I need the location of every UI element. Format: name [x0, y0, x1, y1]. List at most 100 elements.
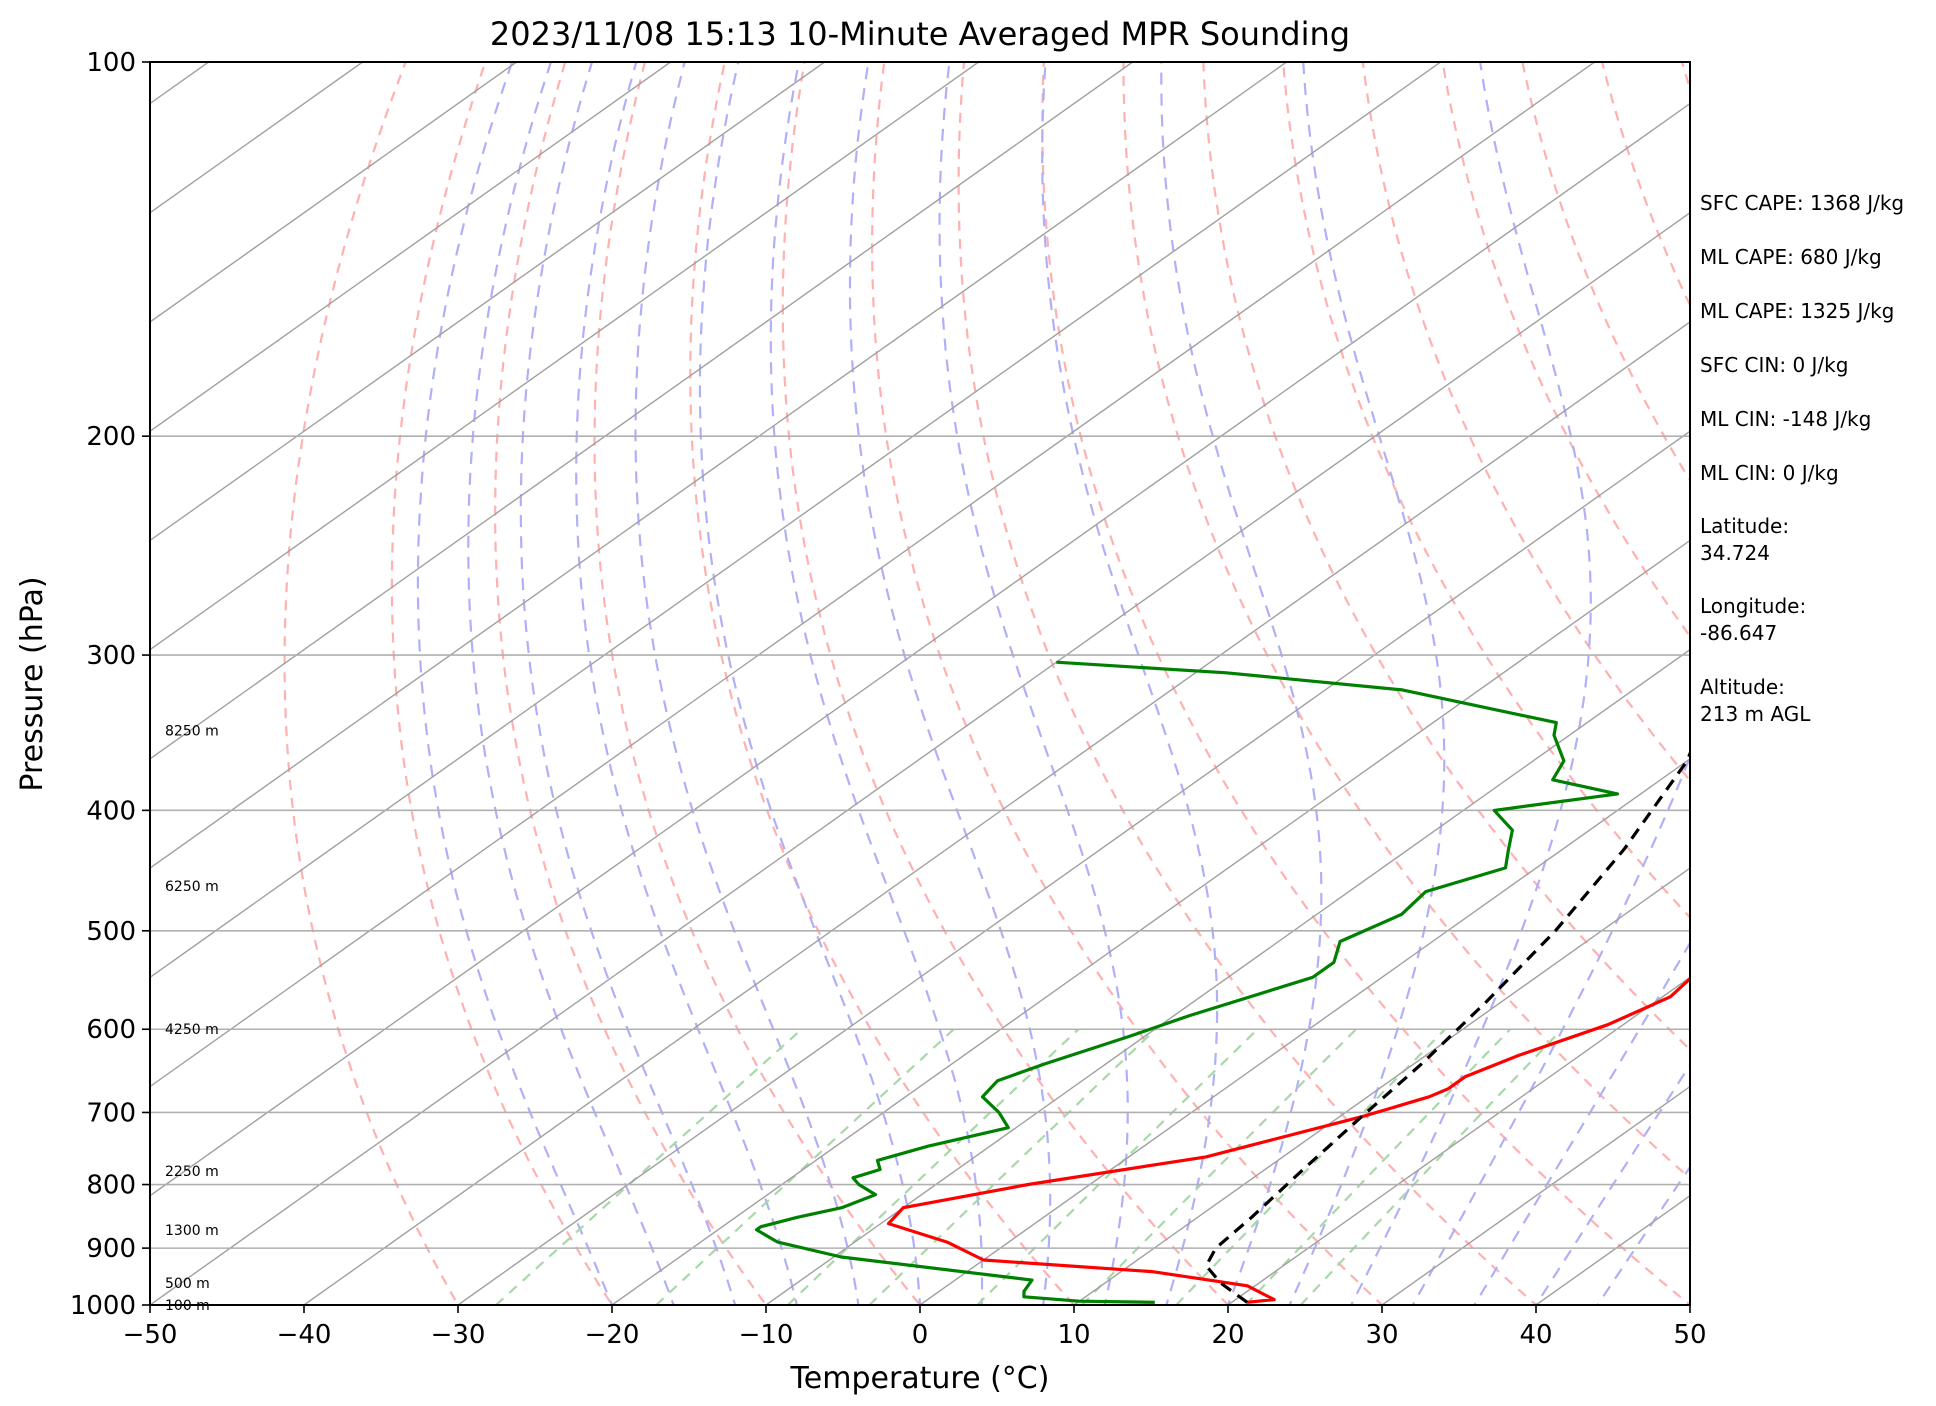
- y-axis-label: Pressure (hPa): [15, 576, 50, 791]
- x-tick-label: 40: [1519, 1320, 1552, 1350]
- isotherm: [150, 102, 1690, 1197]
- dry-adiabat: [870, 62, 1384, 1305]
- chart-title: 2023/11/08 15:13 10-Minute Averaged MPR …: [490, 15, 1350, 53]
- mixing-ratio-line: [868, 1028, 1157, 1305]
- x-tick-label: 20: [1211, 1320, 1244, 1350]
- isotherm: [150, 62, 980, 651]
- x-tick-label: 50: [1673, 1320, 1706, 1350]
- mixing-ratio-line: [976, 1028, 1259, 1305]
- parcel-profile-line: [1204, 749, 1690, 1304]
- annotation-text: SFC CIN: 0 J/kg: [1700, 353, 1848, 377]
- isotherm: [150, 62, 1596, 1088]
- annotation-text: Latitude:: [1700, 514, 1789, 538]
- isotherm: [150, 62, 826, 542]
- x-tick-label: 0: [912, 1320, 929, 1350]
- x-tick-label: −40: [277, 1320, 332, 1350]
- dry-adiabat: [957, 62, 1538, 1305]
- mixing-ratio-line: [787, 1028, 1080, 1305]
- dry-adiabat: [390, 62, 614, 1305]
- mixing-ratio-line: [1175, 1028, 1446, 1305]
- isotherm: [150, 62, 1134, 760]
- isotherm: [303, 321, 1690, 1305]
- moist-adiabat: [1596, 1165, 1690, 1305]
- mixing-ratio-line: [495, 1028, 803, 1305]
- dry-adiabat: [1202, 62, 1690, 1052]
- y-tick-label: 300: [86, 641, 136, 671]
- height-label: 500 m: [165, 1276, 210, 1292]
- x-axis-label: Temperature (°C): [790, 1361, 1050, 1396]
- height-label: 6250 m: [165, 879, 219, 895]
- moist-adiabat: [519, 62, 737, 1305]
- dewpoint-line: [754, 660, 1620, 1304]
- dry-adiabat: [593, 62, 922, 1305]
- annotation-text: ML CAPE: 680 J/kg: [1700, 245, 1882, 269]
- isotherm: [611, 539, 1690, 1305]
- isotherm: [765, 648, 1690, 1305]
- x-axis: −50 −40 −30 −20 −10 0 10 20 30 40 50: [123, 1305, 1707, 1350]
- x-tick-label: −10: [739, 1320, 794, 1350]
- dry-adiabat: [283, 62, 460, 1305]
- y-tick-label: 900: [86, 1234, 136, 1264]
- sounding-annotations: SFC CAPE: 1368 J/kg ML CAPE: 680 J/kg ML C…: [1700, 191, 1904, 726]
- y-tick-label: 600: [86, 1015, 136, 1045]
- moist-adiabat: [467, 62, 675, 1305]
- annotation-text: SFC CAPE: 1368 J/kg: [1700, 191, 1904, 215]
- y-tick-label: 100: [86, 48, 136, 78]
- dry-adiabat: [494, 62, 768, 1305]
- moist-adiabat: [1288, 62, 1446, 1305]
- y-tick-label: 400: [86, 796, 136, 826]
- height-label: 8250 m: [165, 724, 219, 740]
- y-axis: 100 200 300 400 500 600 700 800 900 1000: [70, 48, 150, 1321]
- annotation-text: -86.647: [1700, 621, 1777, 645]
- x-tick-label: 30: [1365, 1320, 1398, 1350]
- moist-adiabat: [698, 62, 922, 1305]
- dry-adiabat: [1521, 62, 1690, 483]
- x-tick-label: 10: [1057, 1320, 1090, 1350]
- isotherm: [150, 62, 672, 433]
- annotation-text: ML CIN: -148 J/kg: [1700, 407, 1871, 431]
- annotation-text: Altitude:: [1700, 675, 1785, 699]
- moist-adiabat: [1349, 62, 1592, 1305]
- isotherm: [150, 62, 518, 323]
- temperature-line: [886, 976, 1690, 1304]
- x-tick-label: −20: [585, 1320, 640, 1350]
- height-label: 4250 m: [165, 1022, 219, 1038]
- isotherm: [1073, 867, 1690, 1305]
- isotherm: [1227, 976, 1690, 1305]
- series-layer: [754, 660, 1690, 1304]
- pressure-gridlines: [150, 62, 1690, 1305]
- y-tick-label: 500: [86, 917, 136, 947]
- y-tick-label: 200: [86, 422, 136, 452]
- annotation-text: ML CIN: 0 J/kg: [1700, 461, 1839, 485]
- moist-adiabat: [769, 62, 984, 1305]
- x-tick-label: −30: [431, 1320, 486, 1350]
- y-tick-label: 1000: [70, 1291, 136, 1321]
- isotherm: [150, 211, 1690, 1305]
- isotherm: [150, 62, 1288, 869]
- dry-adiabat: [1041, 62, 1690, 1305]
- annotation-text: Longitude:: [1700, 594, 1806, 618]
- dry-adiabat: [781, 62, 1230, 1305]
- isotherm: [919, 758, 1690, 1305]
- y-tick-label: 800: [86, 1171, 136, 1201]
- moist-adiabat: [938, 62, 1129, 1305]
- dry-adiabat: [1122, 62, 1690, 1180]
- x-tick-label: −50: [123, 1320, 178, 1350]
- reference-lines: [150, 62, 1690, 1305]
- dry-adiabat: [1361, 62, 1690, 783]
- moist-adiabat: [1473, 940, 1690, 1305]
- y-tick-label: 700: [86, 1098, 136, 1128]
- moist-adiabat: [848, 62, 1052, 1305]
- mixing-ratio-line: [1244, 1028, 1512, 1305]
- moist-adiabat: [416, 62, 614, 1305]
- isotherm: [150, 62, 1442, 979]
- annotation-text: ML CAPE: 1325 J/kg: [1700, 299, 1894, 323]
- mixing-ratio-line: [655, 1028, 955, 1305]
- annotation-text: 213 m AGL: [1700, 702, 1811, 726]
- isotherm: [1381, 1085, 1690, 1305]
- moist-adiabat: [1041, 62, 1219, 1305]
- mixing-ratio-line: [1299, 1028, 1563, 1305]
- height-label: 1300 m: [165, 1223, 219, 1239]
